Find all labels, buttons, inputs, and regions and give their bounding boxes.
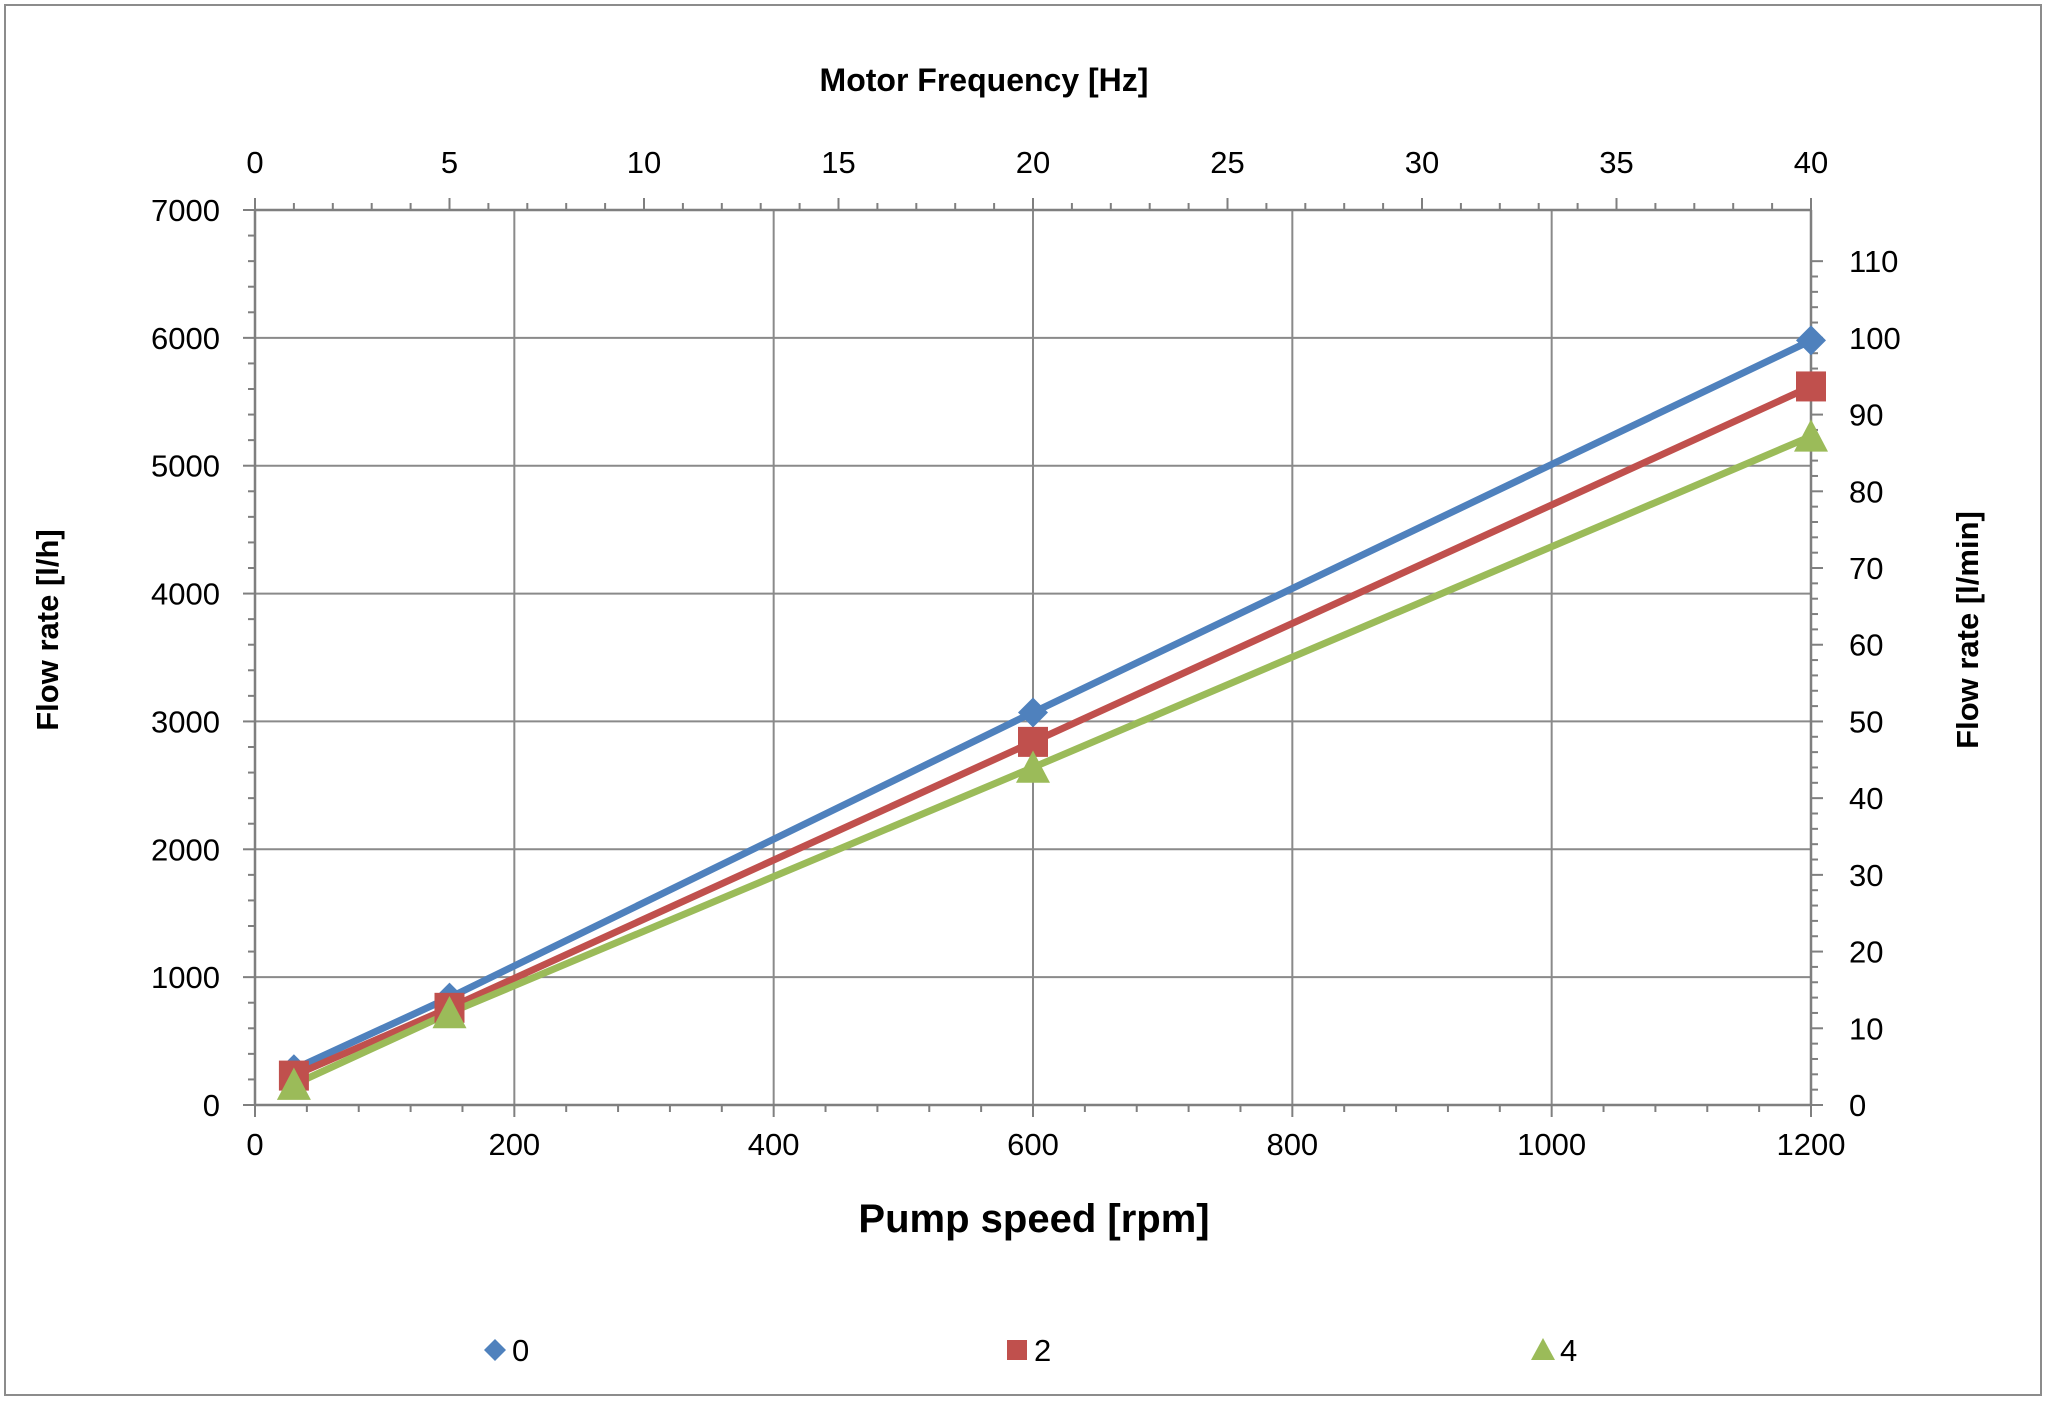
right-axis-title: Flow rate [l/min]	[1950, 511, 1985, 749]
bottom-axis-title: Pump speed [rpm]	[858, 1197, 1209, 1241]
y-tick-label: 0	[203, 1088, 220, 1123]
x2-tick-label: 5	[441, 145, 458, 180]
series-line-4	[292, 433, 1813, 1088]
x-tick-label: 0	[246, 1127, 263, 1162]
legend-label: 4	[1560, 1333, 1577, 1368]
x2-tick-label: 40	[1794, 145, 1828, 180]
y-tick-label: 4000	[151, 577, 220, 612]
data-point-series-2	[1796, 371, 1826, 402]
y2-tick-label: 60	[1849, 628, 1883, 663]
x-tick-label: 1000	[1517, 1127, 1586, 1162]
y-tick-label: 3000	[151, 704, 220, 739]
chart-border	[4, 4, 2042, 1396]
legend-item-4: 4	[1531, 1333, 1577, 1368]
x-tick-label: 400	[748, 1127, 800, 1162]
series-line-0	[292, 337, 1813, 1073]
x2-tick-label: 15	[821, 145, 855, 180]
y2-tick-label: 100	[1849, 321, 1901, 356]
legend-marker-triangle	[1531, 1338, 1555, 1360]
data-point-series-4	[276, 1067, 311, 1100]
legend-label: 0	[512, 1333, 529, 1368]
y2-tick-label: 110	[1849, 244, 1898, 279]
legend-item-0: 0	[484, 1333, 529, 1368]
x2-tick-label: 25	[1210, 145, 1244, 180]
data-point-series-0	[1796, 325, 1826, 356]
y2-tick-label: 50	[1849, 704, 1883, 739]
y2-tick-label: 90	[1849, 398, 1883, 433]
legend-label: 2	[1034, 1333, 1051, 1368]
series-line-2	[292, 383, 1813, 1079]
y2-tick-label: 0	[1849, 1088, 1866, 1123]
data-point-series-4	[1016, 750, 1050, 783]
y2-tick-label: 70	[1849, 551, 1883, 586]
x2-tick-label: 35	[1599, 145, 1633, 180]
y2-tick-label: 20	[1849, 935, 1883, 970]
y-tick-label: 5000	[151, 449, 220, 484]
data-point-series-4	[1794, 419, 1828, 452]
x2-tick-label: 30	[1405, 145, 1439, 180]
y-tick-label: 7000	[151, 193, 220, 228]
y2-tick-label: 40	[1849, 781, 1883, 816]
top-axis-title: Motor Frequency [Hz]	[820, 62, 1149, 98]
y-tick-label: 2000	[151, 832, 220, 867]
legend: 0 2 4	[484, 1333, 1577, 1368]
series-layer	[276, 325, 1828, 1100]
legend-item-2: 2	[1007, 1333, 1051, 1368]
x2-tick-label: 20	[1016, 145, 1050, 180]
data-point-series-4	[432, 995, 467, 1029]
y-tick-label: 1000	[151, 960, 220, 995]
x2-tick-label: 10	[627, 145, 661, 180]
left-axis-title: Flow rate [l/h]	[30, 529, 65, 731]
y2-tick-label: 80	[1849, 474, 1883, 509]
data-point-series-0	[1018, 697, 1048, 728]
x-tick-label: 200	[488, 1127, 540, 1162]
x2-tick-label: 0	[246, 145, 263, 180]
x-tick-label: 1200	[1777, 1127, 1846, 1162]
y2-tick-label: 30	[1849, 858, 1883, 893]
legend-marker-square	[1007, 1340, 1027, 1360]
y2-tick-label: 10	[1849, 1011, 1883, 1046]
y-tick-label: 6000	[151, 321, 220, 356]
x-tick-label: 800	[1266, 1127, 1318, 1162]
legend-marker-diamond	[484, 1339, 506, 1361]
x-tick-label: 600	[1007, 1127, 1059, 1162]
